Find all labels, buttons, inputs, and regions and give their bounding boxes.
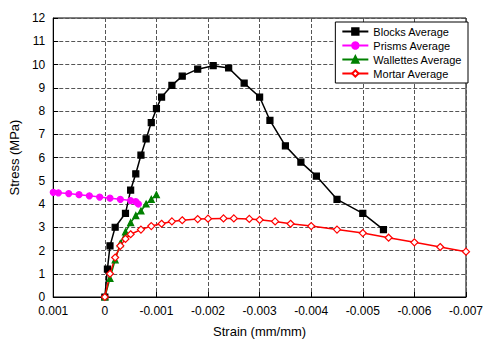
svg-text:-0.005: -0.005 xyxy=(346,304,380,318)
svg-text:2: 2 xyxy=(39,244,46,258)
svg-text:6: 6 xyxy=(39,151,46,165)
svg-text:0.001: 0.001 xyxy=(38,304,68,318)
svg-text:10: 10 xyxy=(32,58,46,72)
svg-text:Blocks Average: Blocks Average xyxy=(373,26,449,38)
svg-text:Wallettes Average: Wallettes Average xyxy=(373,54,461,66)
svg-text:Stress (MPa): Stress (MPa) xyxy=(7,120,22,196)
svg-text:11: 11 xyxy=(33,34,46,48)
svg-text:4: 4 xyxy=(39,197,46,211)
svg-text:Mortar Average: Mortar Average xyxy=(373,68,448,80)
svg-text:9: 9 xyxy=(39,81,46,95)
svg-text:-0.007: -0.007 xyxy=(449,304,483,318)
svg-text:8: 8 xyxy=(39,104,46,118)
svg-text:Prisms Average: Prisms Average xyxy=(373,40,450,52)
svg-text:0: 0 xyxy=(101,304,108,318)
svg-text:0: 0 xyxy=(39,290,46,304)
svg-text:-0.001: -0.001 xyxy=(139,304,173,318)
svg-text:1: 1 xyxy=(39,267,46,281)
svg-text:-0.004: -0.004 xyxy=(294,304,328,318)
svg-text:7: 7 xyxy=(39,127,46,141)
svg-text:-0.006: -0.006 xyxy=(397,304,431,318)
svg-text:3: 3 xyxy=(39,220,46,234)
svg-text:Strain (mm/mm): Strain (mm/mm) xyxy=(213,324,306,339)
svg-text:5: 5 xyxy=(39,174,46,188)
svg-text:-0.002: -0.002 xyxy=(191,304,225,318)
svg-text:-0.003: -0.003 xyxy=(243,304,277,318)
svg-text:12: 12 xyxy=(32,11,46,25)
